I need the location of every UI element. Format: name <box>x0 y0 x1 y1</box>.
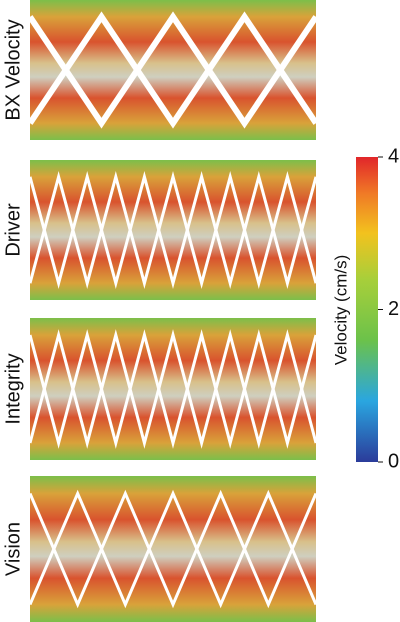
flow-panel <box>30 160 316 300</box>
colorbar-tick-label: 4 <box>388 145 399 167</box>
stent-strut <box>28 489 318 609</box>
colorbar-label: Velocity (cm/s) <box>331 255 350 366</box>
panel-label: Integrity <box>2 353 24 424</box>
stent-strut <box>28 489 318 609</box>
colorbar-tick-label: 2 <box>388 298 399 320</box>
stent-strut <box>28 329 318 449</box>
flow-panel <box>30 0 316 140</box>
stent-strut <box>27 11 319 129</box>
panels: BX Velocity Driver Integrity Vision <box>2 0 319 622</box>
colorbar <box>356 157 378 462</box>
colorbar-tick-label: 0 <box>388 450 399 472</box>
flow-panel <box>30 318 316 460</box>
stent-strut <box>28 171 318 289</box>
panel-label: BX Velocity <box>2 19 24 120</box>
stent-strut <box>28 171 318 289</box>
panel-label: Vision <box>2 522 24 576</box>
flow-panel <box>30 476 316 622</box>
colorbar-ticks: 0 2 4 <box>378 145 399 472</box>
stent-strut <box>27 11 319 129</box>
panel-label: Driver <box>2 203 24 257</box>
stent-strut <box>28 329 318 449</box>
